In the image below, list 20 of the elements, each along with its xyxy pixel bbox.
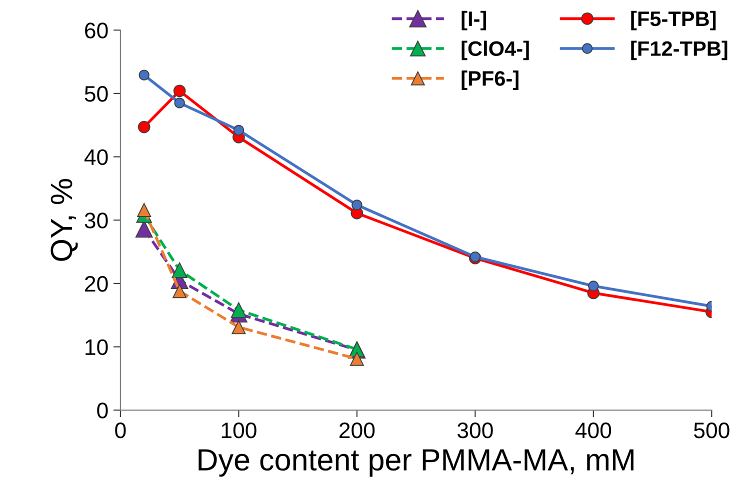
x-axis-title: Dye content per PMMA-MA, mM [198, 449, 634, 477]
y-axis-title: QY, % [50, 179, 78, 261]
y-tick-label: 30 [84, 212, 108, 228]
legend-label: [I-] [462, 10, 486, 30]
legend-label: [ClO4-] [462, 40, 529, 60]
y-tick-label: 60 [85, 22, 108, 38]
x-tick-label: 400 [575, 422, 612, 438]
y-tick-label: 10 [86, 339, 108, 356]
x-tick-label: 0 [115, 422, 126, 438]
legend-label: [F5-TPB] [631, 10, 716, 30]
y-tick-label: 50 [84, 86, 108, 102]
x-tick-label: 200 [340, 422, 375, 438]
legend-label: [PF6-] [462, 70, 518, 90]
y-tick-label: 0 [97, 402, 108, 418]
x-tick-label: 100 [222, 422, 256, 438]
x-tick-label: 500 [694, 422, 730, 438]
y-tick-label: 20 [85, 276, 108, 292]
legend-label: [F12-TPB] [631, 40, 728, 60]
y-tick-label: 40 [84, 149, 108, 166]
x-tick-label: 300 [457, 422, 493, 438]
